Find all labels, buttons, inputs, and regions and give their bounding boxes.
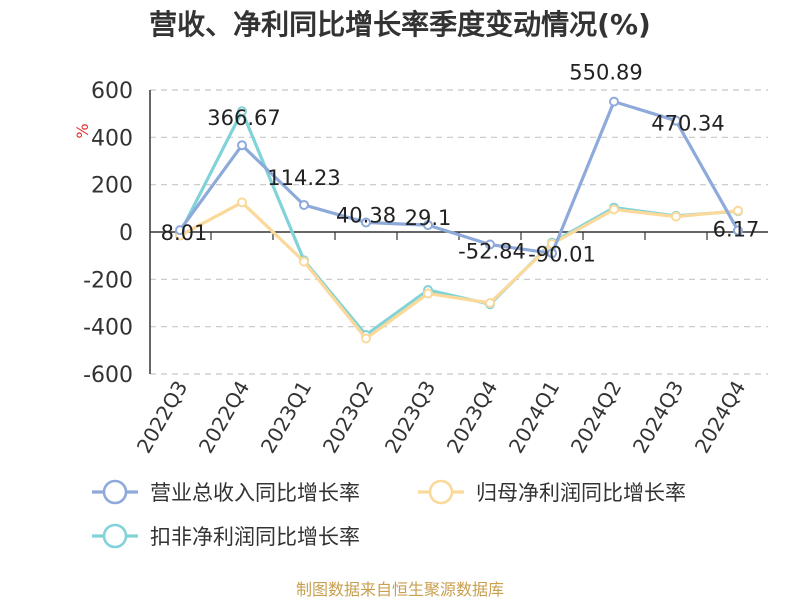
data-point [237,197,247,208]
data-point [485,239,495,250]
x-tick-label: 2023Q4 [442,377,502,458]
series-line [179,200,739,341]
data-point [299,199,309,210]
legend-label: 扣非净利润同比增长率 [150,525,360,549]
data-point [299,256,309,267]
legend-marker [428,479,454,505]
data-label: 6.17 [713,218,760,242]
x-tick-label: 2024Q3 [628,377,688,458]
x-tick-label: 2023Q3 [380,377,440,458]
data-point [237,106,247,117]
y-tick-label: -600 [83,363,133,388]
data-label: 114.23 [267,166,340,190]
y-tick-label: 200 [91,174,133,199]
x-tick-label: 2024Q2 [566,377,626,458]
x-tick-label: 2023Q1 [256,377,316,458]
data-point [609,96,619,107]
x-tick-label: 2024Q4 [690,377,750,458]
data-point [237,140,247,151]
data-label: 470.34 [651,112,724,136]
data-point [423,220,433,231]
data-label: 550.89 [569,61,642,85]
y-tick-label: -200 [83,268,133,293]
y-tick-label: 600 [91,79,133,104]
chart-title: 营收、净利同比增长率季度变动情况(%) [149,8,651,41]
series-line [178,100,740,255]
y-axis-unit: % [73,123,92,138]
y-tick-label: 0 [119,221,133,246]
legend-label: 归母净利润同比增长率 [476,481,686,505]
legend-marker [102,523,128,549]
data-point [733,205,743,216]
data-label: -52.84 [458,240,526,264]
source-note: 制图数据来自恒生聚源数据库 [296,580,504,599]
data-labels: 8.01 366.67 114.23 40.38 29.1-52.84 -90.01 550… [161,61,760,267]
data-label: 40.38 [336,203,396,227]
x-tick-label: 2023Q2 [318,377,378,458]
x-tick-label: 2024Q1 [504,377,564,458]
legend-item: 营业总收入同比增长率 [92,479,360,505]
data-label: 8.01 [161,221,208,245]
data-point [733,225,743,236]
y-tick-label: 400 [91,126,133,151]
data-point [671,211,681,222]
data-point [609,204,619,215]
data-label: 29.1 [405,206,452,230]
legend-label: 营业总收入同比增长率 [150,481,360,505]
data-point [175,225,185,236]
y-tick-label: -400 [83,316,133,341]
data-point [423,288,433,299]
legend-item: 归母净利润同比增长率 [418,479,686,505]
data-point [361,217,371,228]
data-point [361,333,371,344]
data-label: -90.01 [528,242,596,266]
data-point [671,115,681,126]
x-tick-label: 2022Q4 [194,377,254,458]
legend-marker [102,479,128,505]
series-lines [175,96,743,344]
x-tick-label: 2022Q3 [132,377,192,458]
legend-item: 扣非净利润同比增长率 [92,523,360,549]
data-label: 366.67 [207,106,280,130]
data-point [485,298,495,308]
data-point [547,248,557,259]
